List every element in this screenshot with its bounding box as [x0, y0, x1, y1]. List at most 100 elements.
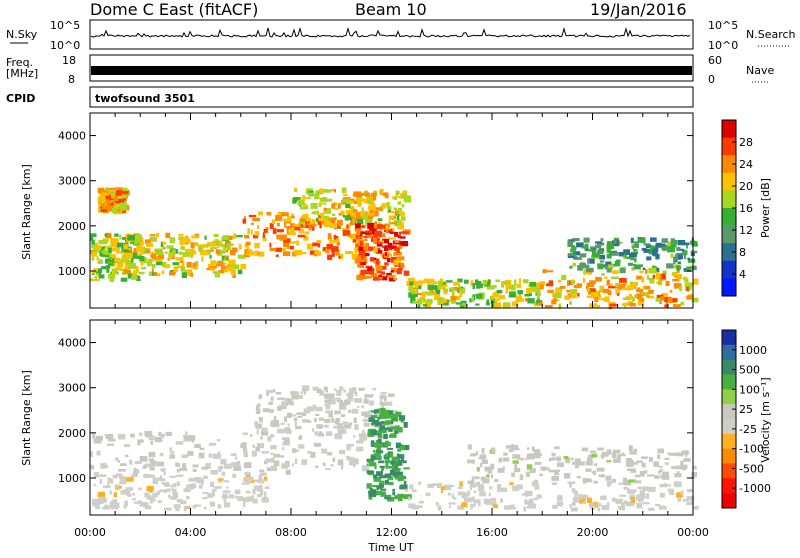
- velocity-cell: [540, 466, 546, 471]
- power-cell: [108, 248, 112, 253]
- power-cell: [451, 291, 455, 297]
- power-cell: [292, 224, 301, 231]
- velocity-cell: [574, 495, 578, 500]
- velocity-cell: [499, 487, 508, 492]
- power-cell: [386, 202, 390, 208]
- power-cell: [559, 285, 566, 289]
- velocity-cell: [567, 481, 576, 484]
- velocity-cell: [363, 399, 369, 404]
- velocity-cell: [674, 473, 682, 478]
- velocity-cell: [437, 505, 442, 511]
- velocity-cell: [606, 481, 612, 486]
- power-cell: [518, 278, 521, 284]
- power-cell: [275, 254, 279, 257]
- velocity-cell: [343, 389, 346, 393]
- power-cell: [360, 255, 367, 260]
- power-cell: [363, 276, 367, 280]
- power-cell: [667, 241, 671, 247]
- velocity-cell: [534, 461, 542, 465]
- velocity-colorbar-swatch: [722, 359, 736, 375]
- power-cell: [438, 281, 442, 287]
- power-cell: [91, 252, 94, 258]
- power-cell: [652, 274, 656, 279]
- velocity-cell: [448, 505, 451, 508]
- power-cell: [665, 301, 668, 307]
- velocity-cell: [489, 486, 493, 490]
- power-cell: [377, 224, 383, 229]
- velocity-cell: [637, 486, 646, 490]
- velocity-cell: [268, 409, 274, 413]
- velocity-cell: [126, 494, 131, 496]
- power-cell: [138, 271, 145, 275]
- power-cell: [676, 269, 680, 273]
- power-cell: [221, 269, 229, 273]
- velocity-cell: [647, 474, 655, 477]
- power-cell: [376, 270, 382, 274]
- power-cell: [623, 297, 630, 300]
- velocity-cell: [657, 448, 664, 454]
- power-cell: [591, 254, 599, 257]
- velocity-cell: [120, 478, 128, 482]
- velocity-cell: [244, 462, 252, 469]
- power-cell: [403, 199, 411, 203]
- velocity-cell: [370, 440, 375, 445]
- velocity-cell: [257, 403, 261, 407]
- velocity-cell: [334, 410, 341, 414]
- velocity-cell: [228, 494, 234, 499]
- velocity-cell: [187, 450, 194, 456]
- power-cell: [324, 210, 328, 214]
- velocity-cell: [192, 468, 197, 472]
- velocity-cell: [374, 413, 382, 419]
- velocity-cell: [376, 430, 383, 434]
- velocity-cell: [131, 474, 137, 478]
- velocity-cell: [395, 411, 402, 417]
- power-cell: [394, 247, 400, 251]
- power-cell: [387, 246, 393, 251]
- power-cell: [102, 196, 106, 200]
- velocity-cell: [144, 505, 152, 510]
- power-cell: [384, 247, 389, 251]
- power-cell: [397, 201, 402, 205]
- velocity-cell: [366, 463, 369, 466]
- velocity-cell: [220, 458, 227, 465]
- x-tick-label: 16:00: [476, 526, 508, 539]
- power-cell: [245, 252, 250, 256]
- velocity-cell: [198, 452, 205, 459]
- velocity-cell: [395, 425, 400, 431]
- velocity-cell: [321, 448, 327, 454]
- velocity-cell: [520, 457, 525, 461]
- power-cell: [644, 286, 651, 290]
- power-cell: [281, 247, 287, 252]
- velocity-cell: [159, 452, 164, 457]
- power-cell: [359, 240, 364, 246]
- power-cell: [140, 261, 144, 266]
- velocity-cell: [272, 457, 275, 463]
- power-cell: [412, 300, 421, 304]
- velocity-cell: [119, 476, 126, 480]
- power-cell: [367, 215, 373, 220]
- velocity-cell: [259, 484, 263, 490]
- power-cell: [98, 199, 107, 204]
- power-cell: [361, 255, 364, 261]
- velocity-cell: [384, 395, 387, 402]
- power-cell: [427, 284, 435, 290]
- velocity-cell: [199, 447, 205, 451]
- velocity-cell: [262, 408, 270, 413]
- velocity-cell: [659, 505, 665, 509]
- velocity-cell: [661, 475, 670, 480]
- velocity-cell: [339, 386, 344, 391]
- velocity-cell: [377, 416, 380, 420]
- velocity-cell: [281, 437, 290, 441]
- power-cell: [111, 238, 118, 244]
- velocity-cell: [570, 457, 574, 461]
- power-cell: [244, 244, 249, 248]
- power-cell: [355, 223, 361, 230]
- velocity-cell: [245, 478, 253, 483]
- power-cell: [345, 250, 353, 254]
- power-cell: [612, 286, 621, 289]
- velocity-cell: [504, 505, 511, 510]
- velocity-cell: [516, 455, 521, 460]
- power-cell: [304, 231, 310, 235]
- power-cell: [138, 242, 144, 246]
- power-cell: [409, 281, 414, 286]
